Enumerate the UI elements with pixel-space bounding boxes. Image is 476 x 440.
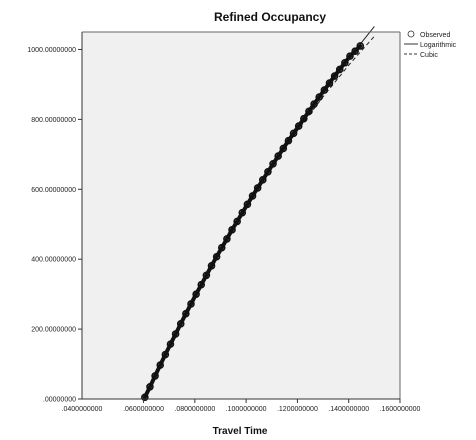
y-tick-label: .00000000 [43,397,76,404]
chart-title: Refined Occupancy [214,10,326,24]
legend-observed-label: Observed [420,32,450,39]
y-tick-label: 400.00000000 [31,257,76,264]
x-tick-label: .0600000000 [123,406,164,413]
y-tick-label: 600.00000000 [31,187,76,194]
x-tick-label: .0800000000 [174,406,215,413]
x-axis-title: Travel Time [213,426,268,437]
y-tick-label: 1000.00000000 [27,47,76,54]
x-tick-label: .0400000000 [62,406,103,413]
series-cubic-line [143,35,375,400]
series-observed-points [141,42,365,402]
chart-marks [141,26,375,402]
legend-cubic-label: Cubic [420,52,438,59]
y-tick-label: 800.00000000 [31,117,76,124]
x-tick-label: .1000000000 [226,406,267,413]
observed-point [356,42,365,50]
x-tick-label: .1200000000 [277,406,318,413]
observed-point [351,47,359,56]
axes-ticks: .0600000000 .0800000000 .1000000000 .120000… [27,47,420,413]
legend-observed-marker [407,30,415,38]
observed-point-band [142,44,363,400]
y-tick-label: 200.00000000 [31,327,76,334]
legend-logarithmic-label: Logarithmic [420,42,457,49]
x-tick-label: .1400000000 [328,406,369,413]
legend: Observed Logarithmic Cubic [404,30,457,59]
x-tick-label: .1600000000 [380,406,421,413]
